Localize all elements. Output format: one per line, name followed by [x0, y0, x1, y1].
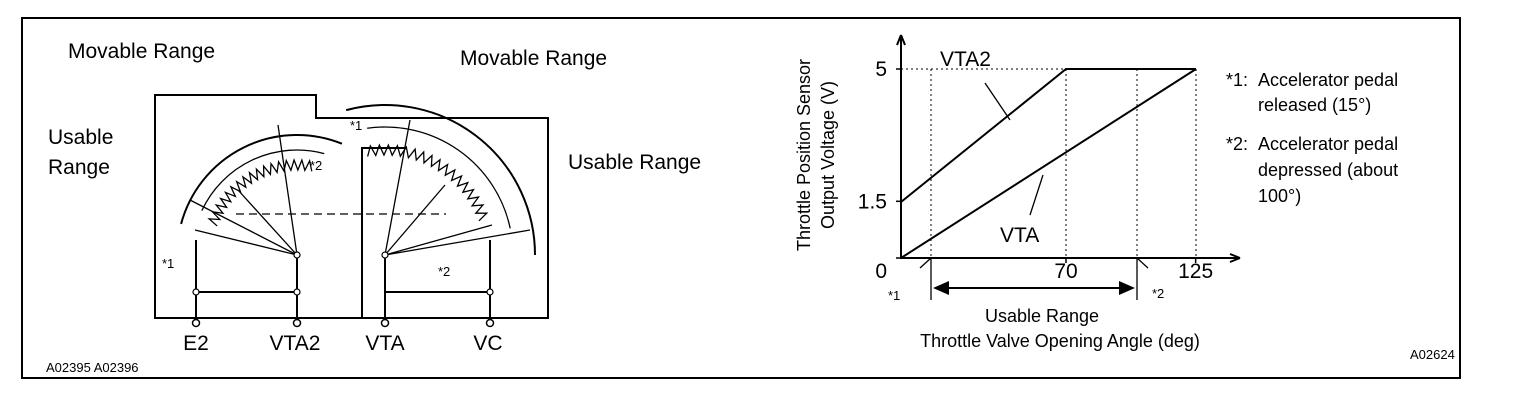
marker: *2 — [438, 264, 450, 279]
figure-code: A02624 — [1410, 347, 1455, 362]
label: Usable — [48, 126, 113, 149]
label: Movable Range — [68, 40, 215, 63]
terminal — [292, 318, 302, 328]
x-axis-label: Throttle Valve Opening Angle (deg) — [920, 331, 1200, 351]
range-bounds — [919, 257, 1149, 300]
line-label: VTA2 — [940, 48, 991, 71]
terminal — [485, 318, 495, 328]
movable-arc — [345, 104, 536, 256]
note-text: depressed (about — [1258, 160, 1398, 180]
terminal — [380, 318, 390, 328]
label: Movable Range — [460, 47, 607, 70]
x-tick-label: 70 — [1054, 260, 1077, 283]
node — [293, 251, 301, 259]
label: Range — [48, 156, 110, 179]
circuit-diagram: Movable Range Usable Range Movable Range… — [46, 40, 701, 375]
marker: *1 — [888, 288, 900, 303]
terminal-label: VC — [473, 332, 502, 355]
terminal-label: E2 — [183, 332, 209, 355]
y-tick-label: 5 — [875, 58, 887, 81]
axis-arrows — [896, 34, 1241, 263]
x-tick-label: 125 — [1178, 260, 1213, 283]
marker: *2 — [310, 158, 322, 173]
note-marker: *1: — [1226, 70, 1248, 90]
node — [486, 288, 494, 296]
movable-arc — [180, 134, 343, 225]
terminal — [191, 318, 201, 328]
terminal-label: VTA — [365, 332, 404, 355]
marker: *2 — [1152, 286, 1164, 301]
y-tick-label: 0 — [875, 260, 887, 283]
note-text: Accelerator pedal — [1258, 134, 1398, 154]
inner-wall — [361, 147, 405, 318]
frame — [21, 17, 1461, 379]
node — [381, 251, 389, 259]
graph: VTA2 VTA Throttle Position Sensor Output… — [794, 34, 1455, 362]
vta2-line — [900, 68, 1196, 203]
range-label: Usable Range — [985, 306, 1099, 326]
label: Usable Range — [568, 151, 701, 174]
note-text: 100°) — [1258, 186, 1301, 206]
wiper-lines — [384, 119, 531, 256]
line-label: VTA — [1000, 224, 1039, 247]
y-axis-label: Output Voltage (V) — [818, 81, 838, 229]
resistor — [207, 158, 313, 227]
y-tick-label: 1.5 — [858, 190, 887, 213]
terminal-label: VTA2 — [270, 332, 321, 355]
note-marker: *2: — [1226, 134, 1248, 154]
marker: *1 — [350, 118, 362, 133]
marker: *1 — [162, 256, 174, 271]
wiper-lines — [189, 124, 298, 256]
vta-line — [900, 68, 1197, 259]
usable-arc — [367, 126, 511, 229]
leader-lines — [984, 82, 1044, 216]
y-axis-label: Throttle Position Sensor — [794, 59, 814, 251]
housing — [154, 94, 549, 319]
resistor — [367, 143, 489, 222]
node — [293, 288, 301, 296]
usable-arc — [201, 149, 325, 211]
figure-code: A02395 A02396 — [46, 360, 139, 375]
note-text: Accelerator pedal — [1258, 70, 1398, 90]
note-text: released (15°) — [1258, 95, 1371, 115]
wires — [195, 240, 491, 318]
node — [192, 288, 200, 296]
